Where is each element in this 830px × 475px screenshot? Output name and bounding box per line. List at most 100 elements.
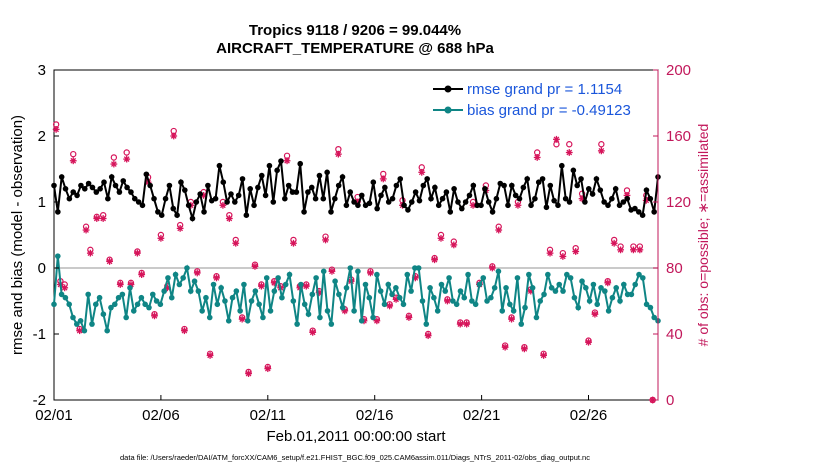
rmse-point: [282, 195, 288, 202]
rmse-point: [220, 179, 227, 185]
assimilated-obs-marker: [572, 248, 580, 255]
bias-point: [389, 291, 395, 298]
assimilated-obs-marker: [328, 267, 336, 275]
bias-point: [488, 294, 494, 301]
rmse-point: [201, 209, 207, 215]
bias-point: [370, 314, 376, 321]
assimilated-obs-marker: [82, 226, 90, 234]
rmse-point: [578, 176, 584, 182]
bias-point: [328, 321, 335, 327]
assimilated-obs-marker: [424, 332, 432, 340]
rmse-point: [424, 176, 430, 182]
rmse-point: [178, 179, 184, 185]
assimilated-obs-marker: [431, 256, 438, 264]
rmse-point: [539, 176, 546, 182]
assimilated-obs-marker: [508, 315, 515, 323]
assimilated-obs-marker: [290, 239, 297, 247]
rmse-point: [574, 182, 581, 189]
assimilated-obs-marker: [86, 249, 94, 257]
bias-point: [317, 314, 323, 321]
bias-point: [153, 298, 160, 304]
rmse-point: [458, 205, 465, 212]
rmse-point: [189, 215, 196, 222]
assimilated-obs-marker: [437, 234, 445, 242]
assimilated-obs-marker: [540, 352, 548, 359]
rmse-point: [235, 192, 242, 199]
bias-point: [191, 278, 198, 285]
assimilated-obs-marker: [514, 201, 522, 209]
bias-point: [628, 291, 635, 298]
y-right-tick-label: 120: [666, 194, 691, 211]
assimilated-obs-marker: [116, 281, 124, 288]
legend-rmse-marker: [444, 85, 452, 93]
bias-point: [571, 294, 578, 301]
bias-point: [298, 281, 304, 288]
bias-point: [461, 294, 468, 301]
rmse-point: [555, 202, 561, 209]
rmse-point: [443, 189, 450, 195]
legend-bias-label: bias grand pr = -0.49123: [467, 102, 631, 119]
rmse-point: [505, 202, 511, 209]
bias-point: [309, 291, 316, 298]
rmse-point: [428, 195, 434, 202]
y-left-tick-label: -2: [33, 392, 46, 409]
bias-point: [313, 275, 319, 281]
bias-point: [324, 308, 331, 314]
bias-point: [552, 288, 559, 294]
bias-point: [203, 294, 209, 301]
y-left-tick-label: 2: [38, 128, 46, 145]
y-right-tick-label: 160: [666, 128, 691, 145]
x-tick-label: 02/11: [250, 407, 286, 424]
rmse-point: [232, 199, 238, 205]
assimilated-obs-marker: [309, 328, 317, 336]
bias-point: [579, 278, 585, 285]
bias-point: [279, 294, 285, 301]
bias-point: [85, 291, 91, 298]
bias-point: [609, 294, 616, 301]
bias-point: [130, 308, 137, 314]
bias-point: [617, 298, 623, 304]
rmse-point: [412, 189, 419, 195]
bias-series-line: [53, 256, 659, 332]
bias-point: [347, 265, 354, 271]
bias-point: [180, 275, 186, 281]
assimilated-obs-marker: [334, 150, 342, 158]
rmse-point: [182, 187, 188, 193]
bias-point: [518, 321, 525, 327]
rmse-point: [297, 160, 304, 167]
assimilated-obs-marker: [110, 160, 118, 168]
assimilated-obs-marker: [93, 215, 101, 222]
rmse-point: [416, 197, 423, 204]
rmse-point: [332, 195, 338, 202]
assimilated-obs-marker: [379, 175, 387, 183]
rmse-point: [147, 182, 153, 189]
assimilated-obs-marker: [106, 257, 113, 265]
rmse-point: [120, 178, 127, 184]
assimilated-obs-marker: [322, 236, 329, 244]
rmse-point: [378, 192, 384, 199]
rmse-point: [305, 189, 311, 195]
bias-point: [396, 294, 403, 301]
rmse-point: [432, 184, 438, 191]
rmse-point: [278, 158, 284, 164]
bias-point: [62, 294, 69, 301]
assimilated-obs-marker: [444, 297, 451, 305]
rmse-point: [408, 199, 415, 205]
bias-point: [244, 318, 251, 324]
assimilated-obs-marker: [170, 132, 178, 140]
bias-point: [123, 314, 129, 321]
bias-point: [381, 301, 388, 308]
bias-point: [111, 301, 118, 308]
bias-point: [305, 311, 312, 318]
rmse-point: [566, 199, 573, 205]
bias-point: [108, 304, 114, 311]
bias-point: [210, 281, 217, 288]
bias-point: [453, 301, 460, 308]
legend-bias-marker: [444, 106, 452, 114]
rmse-point: [358, 192, 365, 199]
assimilated-obs-marker: [99, 215, 107, 222]
y-right-tick-label: 0: [666, 392, 674, 409]
bias-point: [237, 308, 243, 314]
